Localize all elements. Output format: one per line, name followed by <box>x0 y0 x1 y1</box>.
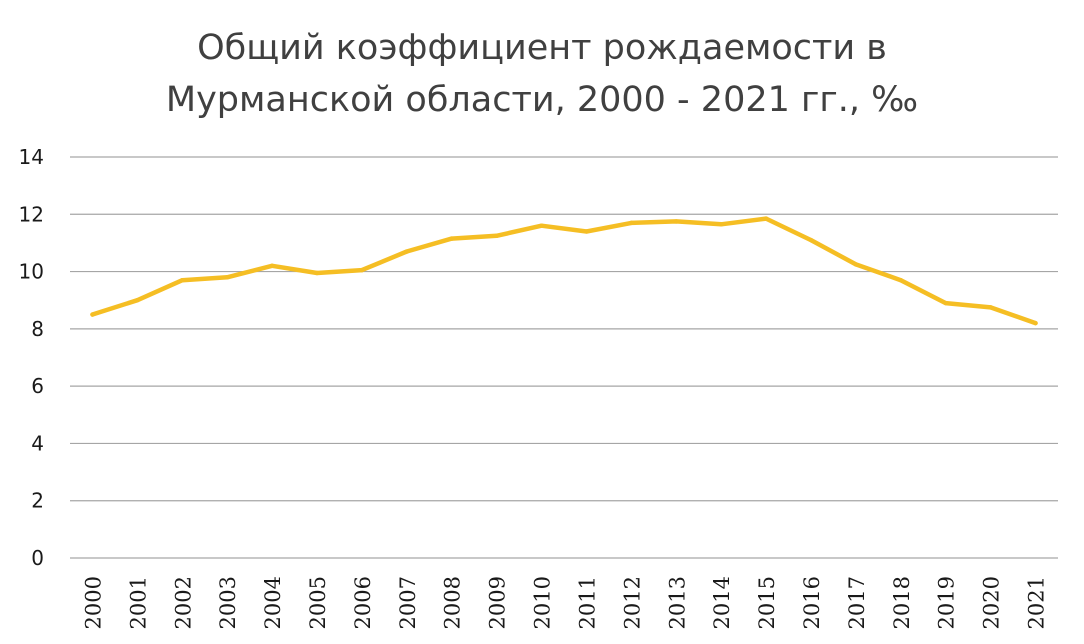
data-point <box>359 267 365 273</box>
y-tick-label: 10 <box>19 260 44 284</box>
data-point <box>404 249 410 254</box>
data-point <box>988 305 993 310</box>
data-point <box>853 262 859 267</box>
x-tick-label: 2006 <box>351 576 375 629</box>
y-axis-tick-labels: 0 2 4 6 8 10 12 14 <box>19 145 44 570</box>
x-tick-label: 2005 <box>306 576 330 629</box>
data-point <box>763 216 769 221</box>
x-tick-label: 2002 <box>171 576 195 629</box>
data-point <box>629 220 634 226</box>
data-point <box>943 300 948 306</box>
data-point <box>314 270 320 276</box>
y-tick-label: 6 <box>31 374 44 398</box>
y-tick-label: 2 <box>31 489 44 513</box>
series-line <box>90 216 1038 326</box>
x-tick-label: 2003 <box>216 576 240 629</box>
x-tick-label: 2013 <box>665 576 689 629</box>
x-tick-label: 2011 <box>575 576 599 629</box>
data-point <box>674 219 679 224</box>
data-point <box>269 263 275 269</box>
y-tick-label: 8 <box>31 317 44 341</box>
x-tick-label: 2007 <box>396 576 420 629</box>
x-tick-label: 2015 <box>755 576 779 629</box>
x-axis-tick-labels: 2000 2001 2002 2003 2004 2005 2006 2007 2008 2009… <box>81 576 1048 629</box>
chart-title-line-2: Мурманской области, 2000 - 2021 гг., ‰ <box>165 80 919 120</box>
y-tick-label: 0 <box>31 546 44 570</box>
x-tick-label: 2018 <box>890 576 914 629</box>
data-point <box>180 277 185 283</box>
x-tick-label: 2004 <box>261 576 285 629</box>
data-point <box>1033 320 1038 326</box>
data-point <box>449 236 454 241</box>
data-point <box>494 233 499 238</box>
data-point <box>808 237 814 243</box>
x-tick-label: 2014 <box>710 576 734 629</box>
x-tick-label: 2001 <box>126 576 150 629</box>
x-tick-label: 2008 <box>441 576 465 629</box>
data-point <box>718 222 724 227</box>
data-point <box>539 223 544 228</box>
data-point <box>584 229 589 234</box>
series-layer <box>90 216 1038 326</box>
y-tick-label: 12 <box>19 202 44 226</box>
y-tick-label: 14 <box>19 145 44 169</box>
x-tick-label: 2020 <box>980 576 1004 629</box>
x-tick-label: 2021 <box>1025 576 1049 629</box>
data-point <box>224 275 230 280</box>
y-tick-label: 4 <box>31 431 44 455</box>
data-point <box>90 312 95 317</box>
data-point <box>135 298 140 303</box>
chart-title: Общий коэффициент рождаемости в Мурманск… <box>0 22 1084 126</box>
x-tick-label: 2017 <box>845 576 869 629</box>
x-tick-label: 2000 <box>81 576 105 629</box>
chart-title-line-1: Общий коэффициент рождаемости в <box>197 28 887 68</box>
gridlines <box>70 156 1058 559</box>
data-point <box>898 277 904 283</box>
x-tick-label: 2010 <box>531 576 555 629</box>
x-tick-label: 2019 <box>935 576 959 629</box>
x-tick-label: 2012 <box>620 576 644 629</box>
x-tick-label: 2016 <box>800 576 824 629</box>
x-tick-label: 2009 <box>486 576 510 629</box>
